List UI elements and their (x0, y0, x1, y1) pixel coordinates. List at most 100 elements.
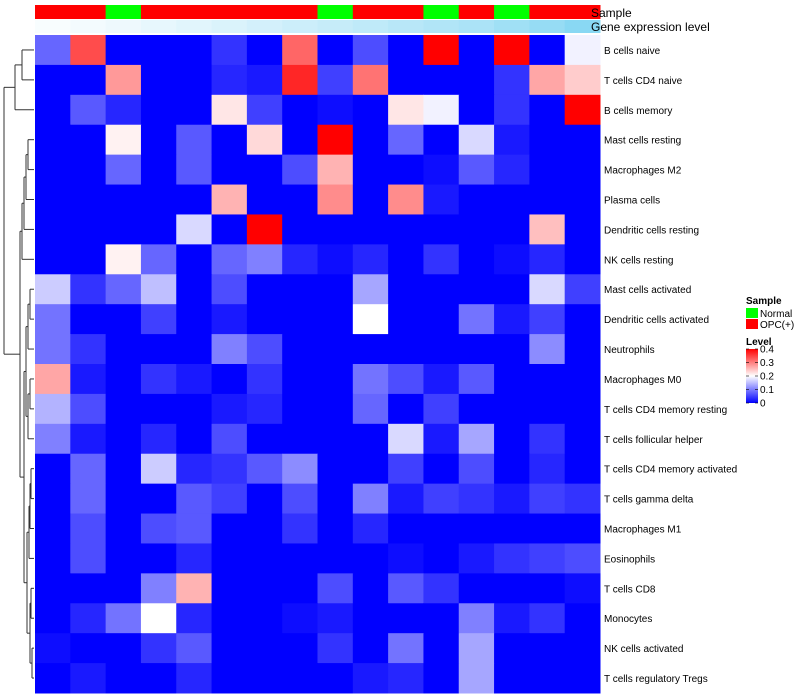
heatmap-cell (564, 304, 601, 335)
heatmap-cell (140, 244, 177, 275)
row-label: T cells CD8 (604, 584, 656, 595)
heatmap-cell (35, 513, 71, 544)
heatmap-cell (70, 214, 107, 245)
heatmap-cell (494, 573, 530, 604)
heatmap-cell (458, 184, 495, 215)
heatmap-cell (317, 483, 354, 515)
heatmap-cell (458, 244, 495, 275)
heatmap-cell (423, 244, 460, 275)
heatmap-cell (246, 483, 283, 515)
heatmap-cell (211, 94, 248, 126)
heatmap-cell (35, 94, 71, 126)
heatmap-cell (211, 154, 248, 186)
heatmap-cell (105, 603, 142, 634)
heatmap-cell (35, 35, 71, 66)
heatmap-cell (176, 214, 213, 245)
heatmap-cell (388, 633, 424, 664)
heatmap-cell (140, 543, 177, 574)
heatmap-cell (458, 124, 495, 156)
heatmap-cell (317, 423, 354, 455)
row-label: T cells follicular helper (604, 435, 703, 446)
heatmap-cell (423, 513, 460, 544)
heatmap-cell (105, 423, 142, 455)
heatmap-cell (105, 304, 142, 335)
heatmap-cell (564, 633, 601, 664)
heatmap-cell (564, 124, 601, 156)
heatmap-cell (246, 423, 283, 455)
row-label: T cells regulatory Tregs (604, 674, 708, 685)
heatmap-cell (494, 453, 530, 485)
heatmap-cell (388, 543, 424, 574)
heatmap-cell (423, 124, 460, 156)
heatmap-cell (458, 633, 495, 664)
gene-expression-annotation-cell (140, 20, 177, 33)
heatmap-cell (529, 64, 566, 96)
heatmap-cell (317, 573, 354, 604)
row-label: Mast cells activated (604, 285, 691, 296)
heatmap-cell (494, 483, 530, 515)
gene-expression-track-label: Gene expression level (591, 20, 710, 34)
heatmap-cell (564, 64, 601, 96)
heatmap-cell (35, 483, 71, 515)
legend-level-tick-label: 0.2 (760, 372, 774, 383)
heatmap-cell (529, 453, 566, 485)
heatmap-cell (388, 453, 424, 485)
heatmap-cell (564, 154, 601, 186)
heatmap-cell (282, 364, 318, 395)
heatmap-cell (352, 453, 389, 485)
legend-swatch-opc (746, 319, 758, 329)
heatmap-cell (282, 214, 318, 245)
gene-expression-annotation-cell (388, 20, 424, 33)
heatmap-cell (70, 603, 107, 634)
heatmap-cell (140, 603, 177, 634)
heatmap-cell (282, 513, 318, 544)
heatmap-cell (564, 483, 601, 515)
heatmap-cell (140, 573, 177, 604)
heatmap-cell (70, 364, 107, 395)
heatmap-cells (35, 35, 601, 694)
heatmap-cell (388, 483, 424, 515)
heatmap-cell (458, 483, 495, 515)
heatmap-cell (317, 304, 354, 335)
heatmap-cell (423, 35, 460, 66)
legend-label-normal: Normal (760, 309, 792, 320)
heatmap-cell (494, 633, 530, 664)
heatmap-cell (211, 543, 248, 574)
heatmap-cell (282, 573, 318, 604)
heatmap-cell (352, 633, 389, 664)
heatmap-cell (458, 513, 495, 544)
heatmap-cell (564, 35, 601, 66)
sample-annotation-cell (423, 5, 460, 19)
heatmap-cell (423, 543, 460, 574)
heatmap-cell (176, 543, 213, 574)
row-label: Plasma cells (604, 196, 660, 207)
row-label: Monocytes (604, 614, 652, 625)
heatmap-cell (317, 364, 354, 395)
row-label: Macrophages M0 (604, 375, 682, 386)
heatmap-cell (423, 573, 460, 604)
heatmap-cell (458, 423, 495, 455)
heatmap-cell (282, 603, 318, 634)
sample-annotation-track (35, 5, 601, 19)
heatmap-cell (176, 483, 213, 515)
heatmap-cell (317, 603, 354, 634)
gene-expression-annotation-cell (458, 20, 495, 33)
heatmap-cell (458, 214, 495, 245)
heatmap-cell (564, 573, 601, 604)
heatmap-cell (140, 274, 177, 305)
heatmap-cell (70, 633, 107, 664)
legend: Sample Normal OPC(+) Level 0.4 0.3 0.2 0.1 0 (746, 296, 794, 410)
heatmap-cell (211, 274, 248, 305)
heatmap-cell (140, 633, 177, 664)
heatmap-cell (388, 513, 424, 544)
heatmap-cell (176, 154, 213, 186)
heatmap-cell (423, 184, 460, 215)
row-dendrogram (3, 49, 34, 679)
heatmap-cell (140, 94, 177, 126)
heatmap-cell (494, 603, 530, 634)
heatmap-cell (352, 513, 389, 544)
heatmap-cell (35, 633, 71, 664)
heatmap-cell (211, 573, 248, 604)
heatmap-cell (388, 244, 424, 275)
